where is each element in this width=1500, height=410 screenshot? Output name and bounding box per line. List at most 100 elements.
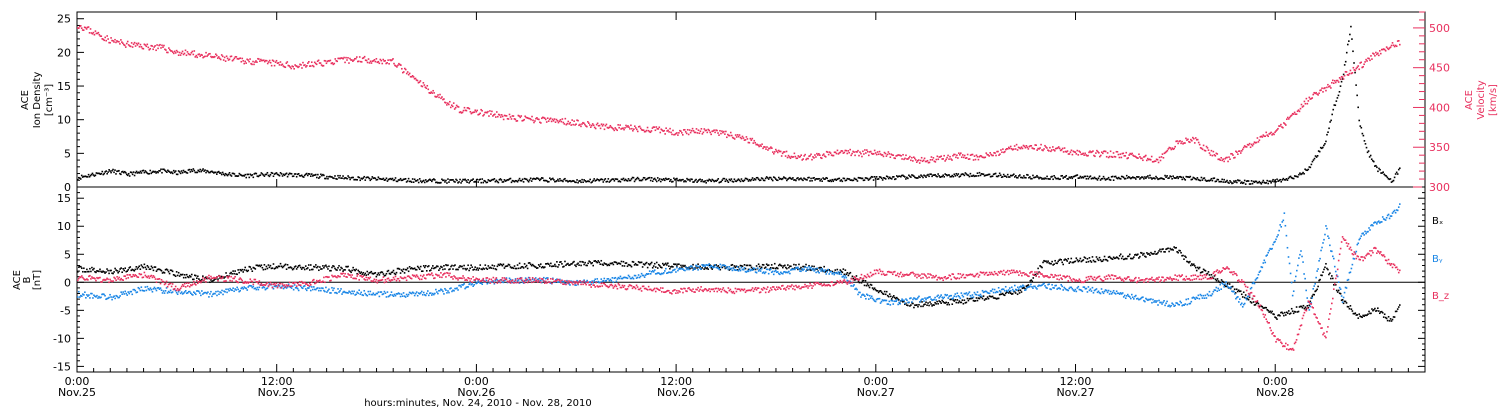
by-series-point — [633, 274, 636, 277]
bx-series-point — [286, 263, 289, 266]
density-series-point — [120, 173, 122, 176]
density-series-point — [1327, 131, 1329, 134]
bx-series-point — [234, 270, 236, 272]
by-series-point — [334, 291, 336, 294]
by-series-point — [436, 291, 438, 293]
velocity-series-point — [1176, 140, 1178, 142]
bx-series-point — [155, 270, 158, 272]
velocity-series-point — [1284, 123, 1286, 125]
velocity-series-point — [860, 152, 862, 155]
density-series-point — [1132, 176, 1134, 178]
bx-series-point — [1288, 313, 1291, 315]
by-series-point — [773, 270, 776, 273]
velocity-series-point — [761, 143, 763, 146]
bx-series-point — [1159, 248, 1161, 251]
velocity-series-point — [402, 71, 405, 73]
by-series-point — [344, 291, 346, 294]
density-series-point — [1089, 175, 1092, 177]
density-series-point — [235, 175, 238, 177]
bx-series-point — [1305, 308, 1308, 310]
bx-series-point — [130, 269, 133, 272]
bx-series-point — [1080, 260, 1083, 263]
velocity-series-point — [1043, 148, 1045, 150]
bx-series-point — [1231, 285, 1234, 288]
velocity-series-point — [1159, 159, 1162, 162]
bx-series-point — [621, 265, 624, 267]
density-series-point — [1046, 175, 1048, 178]
bx-series-point — [1065, 259, 1068, 261]
bx-series-point — [537, 264, 540, 266]
by-series-point — [501, 281, 504, 283]
density-series-point — [730, 178, 733, 180]
bx-series-point — [448, 268, 450, 271]
by-series-point — [804, 266, 806, 268]
bx-series-point — [689, 267, 691, 270]
bx-series-point — [280, 265, 283, 268]
bx-series-point — [915, 304, 917, 307]
density-series-point — [407, 177, 410, 180]
velocity-series-point — [195, 54, 198, 57]
velocity-series-point — [908, 157, 910, 159]
density-series-point — [724, 180, 727, 183]
density-series-point — [91, 172, 94, 175]
density-series-point — [363, 175, 366, 178]
bx-series-point — [1202, 268, 1205, 271]
bx-series-point — [993, 297, 996, 299]
density-series-point — [84, 175, 87, 178]
by-series-point — [772, 273, 775, 276]
bx-series-point — [683, 265, 685, 268]
bx-series-point — [580, 264, 582, 267]
density-series-point — [349, 178, 351, 181]
bx-series-point — [1086, 258, 1089, 260]
bx-series-point — [162, 271, 165, 274]
velocity-series-point — [404, 68, 407, 71]
velocity-series-point — [288, 65, 291, 67]
bx-series-point — [1327, 268, 1329, 271]
velocity-series-point — [1308, 96, 1311, 99]
velocity-series-point — [895, 155, 897, 157]
velocity-series-point — [739, 136, 742, 139]
density-series-point — [321, 174, 323, 177]
velocity-series-point — [1101, 152, 1104, 155]
velocity-series-point — [691, 127, 694, 130]
density-series-point — [434, 179, 436, 181]
by-series-point — [230, 289, 232, 291]
bx-series-point — [484, 264, 487, 266]
velocity-series-point — [1096, 149, 1098, 152]
density-series-point — [1003, 175, 1006, 178]
velocity-series-point — [642, 129, 645, 132]
velocity-series-point — [1319, 89, 1321, 92]
bx-series-point — [595, 260, 598, 263]
density-series-point — [1067, 178, 1070, 180]
velocity-series-point — [1007, 146, 1010, 149]
bx-series-point — [304, 265, 307, 267]
bx-series-point — [318, 269, 320, 272]
velocity-series-point — [281, 63, 284, 66]
bx-series-point — [1067, 257, 1070, 260]
density-series-point — [736, 179, 739, 182]
velocity-series-point — [170, 50, 173, 52]
density-series-point — [1029, 176, 1031, 178]
velocity-series-point — [561, 118, 564, 120]
velocity-series-point — [1289, 115, 1292, 117]
velocity-series-point — [750, 139, 753, 141]
velocity-series-point — [939, 156, 942, 158]
density-series-point — [681, 178, 683, 181]
density-series-point — [1279, 178, 1281, 181]
by-series-point — [305, 289, 308, 292]
density-series-point — [265, 173, 268, 176]
density-series-point — [454, 181, 456, 183]
velocity-series-point — [755, 143, 758, 146]
bx-series-point — [1074, 260, 1077, 263]
by-series-point — [252, 285, 255, 288]
by-series-point — [519, 276, 522, 279]
by-series-point — [285, 287, 288, 289]
density-series-point — [221, 171, 224, 174]
by-series-point — [441, 289, 443, 291]
density-series-point — [889, 177, 892, 180]
density-series-point — [177, 170, 180, 172]
density-series-point — [1157, 178, 1159, 181]
density-series-point — [305, 172, 308, 175]
by-series-point — [747, 270, 750, 273]
bx-series-point — [299, 266, 302, 269]
